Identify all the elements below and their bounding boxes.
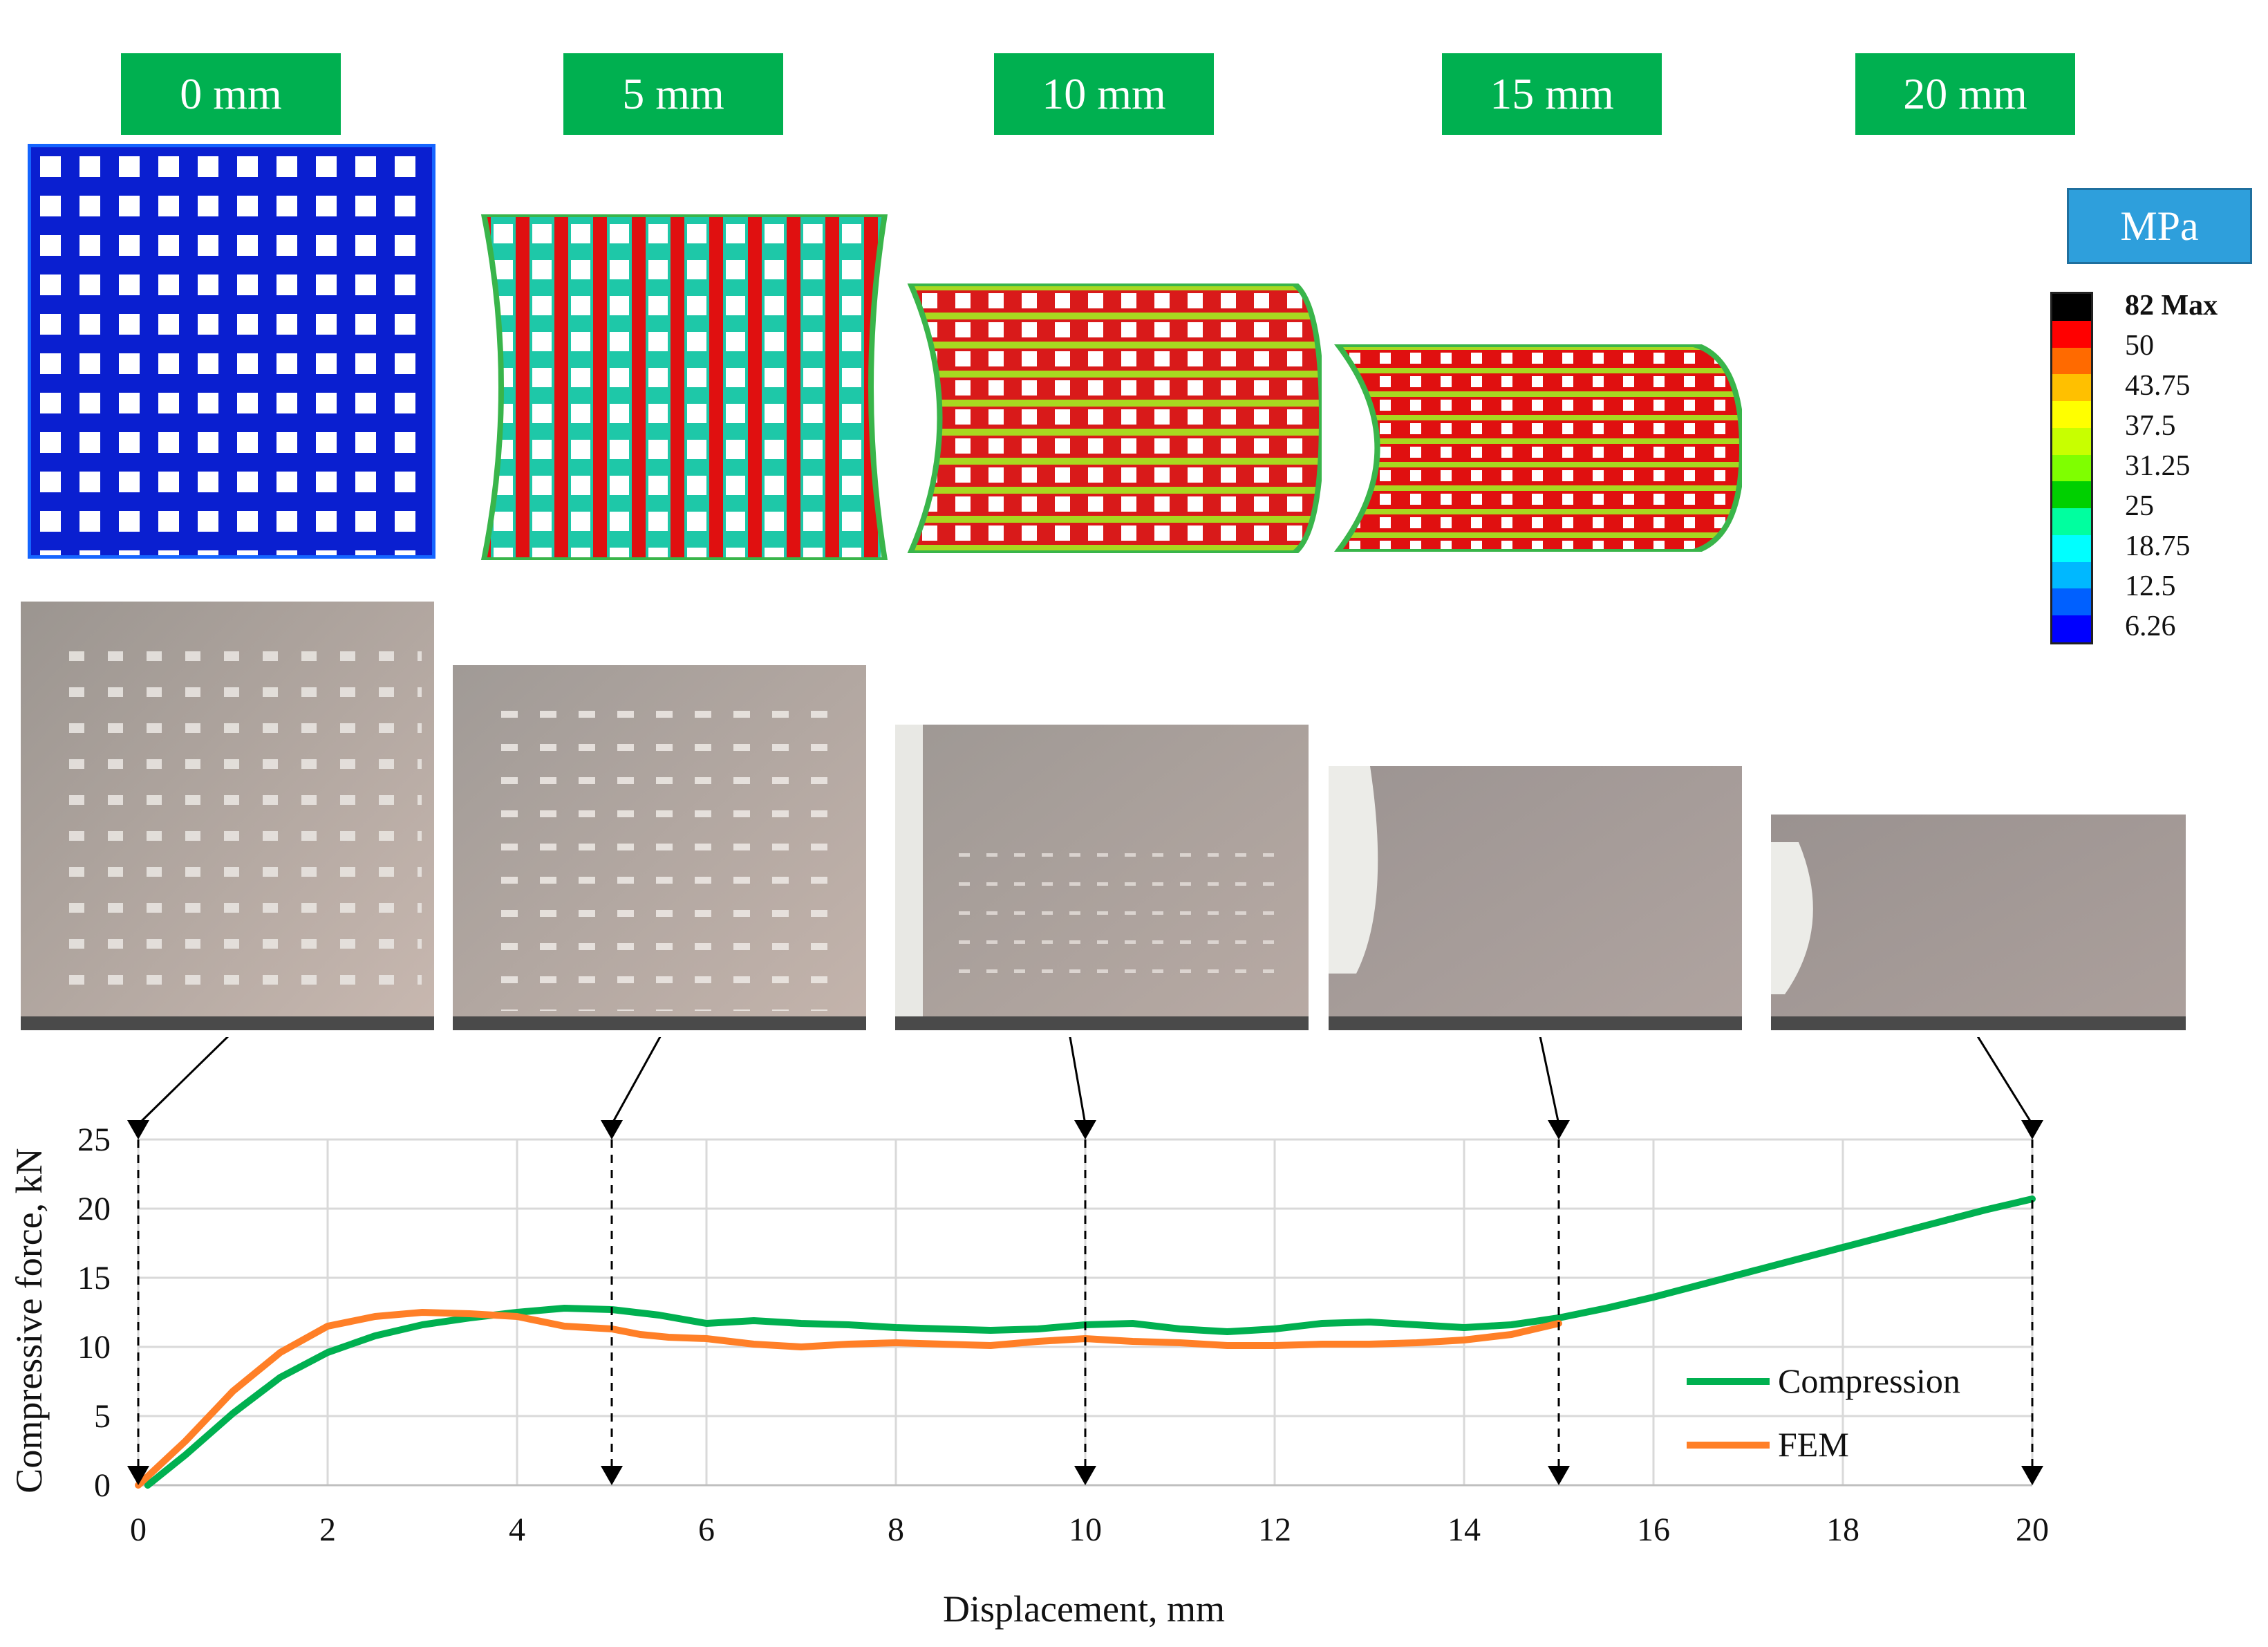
y-tick-label: 25: [77, 1122, 111, 1158]
chart-markers: [127, 1037, 2043, 1485]
stage-label-15: 15 mm: [1442, 53, 1662, 135]
stress-level-0: 82 Max: [2125, 290, 2218, 322]
stage-marker-arrow-bottom: [1548, 1466, 1570, 1485]
stage-marker-arrow-bottom: [2021, 1466, 2043, 1485]
x-tick-label: 8: [888, 1511, 904, 1548]
y-tick-label: 10: [77, 1329, 111, 1366]
specimen-photo-0mm: [21, 602, 434, 1030]
chart-legend: Compression FEM: [1687, 1361, 1960, 1464]
stage-connector: [1069, 1037, 1087, 1125]
legend-label-compression: Compression: [1778, 1361, 1960, 1400]
stress-unit-label: MPa: [2067, 188, 2252, 264]
y-tick-label: 5: [94, 1398, 111, 1435]
stress-level-7: 12.5: [2125, 570, 2176, 602]
fem-panel-5mm: [480, 214, 888, 560]
stage-connector: [1539, 1037, 1560, 1125]
x-tick-label: 10: [1069, 1511, 1102, 1548]
series-line-fem: [135, 1309, 1562, 1489]
stage-marker-arrow-top: [127, 1120, 149, 1139]
stress-level-3: 37.5: [2125, 410, 2176, 442]
x-tick-label: 4: [509, 1511, 525, 1548]
x-tick-label: 2: [319, 1511, 336, 1548]
stage-label-20: 20 mm: [1855, 53, 2075, 135]
stage-marker-arrow-top: [1548, 1120, 1570, 1139]
stress-level-5: 25: [2125, 490, 2154, 522]
legend-label-fem: FEM: [1778, 1425, 1849, 1464]
y-tick-label: 20: [77, 1191, 111, 1227]
x-axis-title: Displacement, mm: [943, 1588, 1225, 1630]
force-displacement-chart: 0 2 4 6 8 10 12 14 16 18 20 0 5 10 15 20 25 Displacement…: [8, 1037, 2049, 1630]
stress-level-1: 50: [2125, 330, 2154, 362]
stage-label-0: 0 mm: [121, 53, 341, 135]
y-tick-label: 15: [77, 1260, 111, 1296]
stress-colorbar: [2050, 292, 2093, 644]
x-tick-label: 16: [1637, 1511, 1670, 1548]
stage-marker-arrow-bottom: [601, 1466, 623, 1485]
x-tick-label: 0: [130, 1511, 147, 1548]
fem-panel-0mm: [28, 144, 435, 559]
fem-panel-15mm: [1334, 344, 1742, 552]
stage-marker-arrow-top: [1074, 1120, 1096, 1139]
stage-connector: [1976, 1037, 2034, 1125]
stress-level-2: 43.75: [2125, 370, 2191, 402]
specimen-photo-20mm: [1771, 815, 2186, 1030]
specimen-photo-15mm: [1329, 766, 1742, 1030]
fem-panel-10mm: [907, 283, 1322, 553]
stage-marker-arrow-bottom: [127, 1466, 149, 1485]
stress-level-6: 18.75: [2125, 530, 2191, 562]
stage-label-5: 5 mm: [563, 53, 783, 135]
stress-level-8: 6.26: [2125, 611, 2176, 642]
x-tick-label: 18: [1826, 1511, 1859, 1548]
stage-label-10: 10 mm: [994, 53, 1214, 135]
y-axis-title: Compressive force, kN: [8, 1148, 50, 1493]
stage-connector: [137, 1037, 229, 1126]
specimen-photo-5mm: [453, 665, 866, 1030]
stress-level-4: 31.25: [2125, 450, 2191, 482]
x-tick-label: 6: [698, 1511, 715, 1548]
stage-connector: [610, 1037, 662, 1125]
stage-marker-arrow-top: [601, 1120, 623, 1139]
x-tick-label: 14: [1447, 1511, 1481, 1548]
specimen-photo-10mm: [895, 725, 1309, 1030]
stage-marker-arrow-bottom: [1074, 1466, 1096, 1485]
x-tick-label: 12: [1258, 1511, 1291, 1548]
stage-marker-arrow-top: [2021, 1120, 2043, 1139]
y-tick-label: 0: [94, 1467, 111, 1504]
x-tick-label: 20: [2016, 1511, 2049, 1548]
